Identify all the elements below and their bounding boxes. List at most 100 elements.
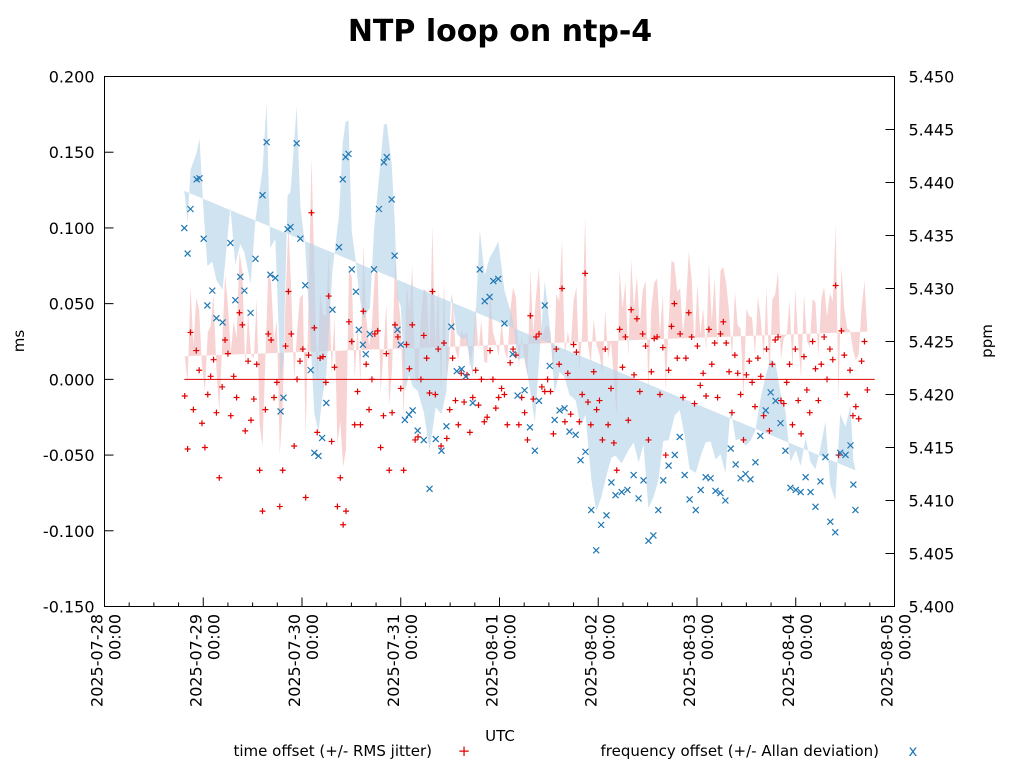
time-offset-point bbox=[412, 436, 419, 443]
time-offset-point bbox=[809, 338, 816, 345]
y2-axis-label: ppm bbox=[978, 324, 996, 358]
frequency-offset-point bbox=[732, 461, 740, 468]
time-offset-point bbox=[524, 436, 531, 443]
frequency-offset-point bbox=[494, 275, 502, 283]
time-offset-point bbox=[772, 336, 779, 343]
time-offset-point bbox=[322, 379, 329, 386]
time-offset-point bbox=[268, 336, 275, 343]
time-offset-point bbox=[599, 436, 606, 443]
frequency-offset-point bbox=[329, 306, 336, 314]
time-offset-point bbox=[409, 321, 416, 328]
frequency-offset-point bbox=[380, 158, 388, 166]
time-offset-point bbox=[556, 361, 563, 368]
y2-tick-label: 5.440 bbox=[909, 174, 955, 193]
time-offset-point bbox=[259, 508, 266, 515]
time-offset-point bbox=[544, 376, 551, 383]
time-offset-point bbox=[377, 444, 384, 451]
x-tick-date: 2025-08-04 bbox=[779, 614, 798, 707]
time-offset-point bbox=[685, 309, 692, 316]
time-offset-point bbox=[475, 402, 482, 409]
time-offset-point bbox=[271, 394, 278, 401]
frequency-offset-point bbox=[200, 235, 208, 243]
frequency-offset-point bbox=[826, 518, 834, 526]
x-tick-label: 2025-07-28 00:00 bbox=[88, 614, 125, 707]
time-offset-point bbox=[429, 288, 436, 295]
y-tick-label: 0.100 bbox=[49, 219, 95, 238]
x-axis: 2025-07-28 00:00 2025-07-29 00:00 2025-07-30… bbox=[88, 597, 915, 707]
frequency-offset-point bbox=[727, 445, 735, 452]
time-offset-point bbox=[438, 442, 445, 449]
time-offset-point bbox=[757, 373, 764, 380]
frequency-offset-point bbox=[802, 473, 810, 481]
time-offset-point bbox=[740, 436, 747, 443]
time-offset-point bbox=[593, 406, 600, 413]
frequency-offset-point bbox=[447, 323, 455, 331]
frequency-offset-point bbox=[782, 447, 789, 455]
frequency-offset-point bbox=[551, 416, 559, 424]
legend-freq-offset-marker: x bbox=[909, 742, 918, 760]
time-offset-point bbox=[697, 382, 704, 389]
time-offset-point bbox=[708, 361, 715, 368]
frequency-offset-point bbox=[180, 224, 188, 232]
time-offset-point bbox=[207, 373, 214, 380]
frequency-offset-point bbox=[577, 456, 584, 464]
time-offset-point bbox=[561, 418, 568, 425]
x-tick-label: 2025-07-30 00:00 bbox=[285, 614, 322, 707]
time-offset-point bbox=[654, 333, 661, 340]
time-offset-point bbox=[538, 383, 545, 390]
time-offset-point bbox=[864, 386, 871, 393]
y-tick-label: -0.050 bbox=[43, 446, 95, 465]
y2-tick-label: 5.425 bbox=[909, 333, 955, 352]
frequency-offset-point bbox=[345, 150, 352, 158]
frequency-offset-point bbox=[742, 470, 749, 478]
time-offset-point bbox=[852, 403, 859, 410]
time-offset-point bbox=[642, 343, 649, 350]
time-offset-point bbox=[337, 474, 344, 481]
x-tick-date: 2025-08-01 bbox=[483, 614, 502, 707]
frequency-offset-point bbox=[280, 394, 287, 402]
y-axis-left: 0.200 0.150 0.100 0.050 0.000 -0.050 -0.100 -0.… bbox=[43, 68, 114, 617]
time-offset-point bbox=[821, 333, 828, 340]
frequency-offset-point bbox=[692, 506, 700, 514]
time-offset-point bbox=[553, 346, 560, 353]
x-tick-date: 2025-07-31 bbox=[384, 614, 403, 707]
time-offset-point bbox=[743, 371, 750, 378]
frequency-offset-point bbox=[566, 428, 573, 436]
time-offset-point bbox=[616, 326, 623, 333]
time-offset-point bbox=[417, 376, 424, 383]
frequency-offset-point bbox=[607, 479, 615, 486]
frequency-offset-point bbox=[671, 451, 679, 459]
frequency-offset-point bbox=[301, 281, 309, 289]
frequency-offset-point bbox=[851, 506, 859, 514]
frequency-offset-point bbox=[375, 205, 383, 213]
y2-tick-label: 5.430 bbox=[909, 280, 955, 299]
frequency-offset-point bbox=[453, 367, 461, 375]
time-offset-point bbox=[633, 315, 640, 322]
frequency-offset-point bbox=[686, 496, 694, 503]
frequency-offset-point bbox=[635, 494, 642, 502]
time-offset-point bbox=[245, 358, 252, 365]
frequency-offset-point bbox=[426, 485, 433, 493]
time-offset-point bbox=[348, 338, 355, 345]
time-offset-point bbox=[636, 388, 643, 395]
time-offset-point bbox=[671, 300, 678, 307]
frequency-offset-point bbox=[526, 423, 534, 431]
frequency-offset-point bbox=[388, 196, 396, 203]
time-offset-point bbox=[469, 394, 476, 401]
frequency-offset-point bbox=[777, 419, 784, 427]
frequency-offset-point bbox=[236, 273, 244, 281]
time-offset-point bbox=[351, 421, 358, 428]
time-offset-point bbox=[478, 376, 485, 383]
frequency-offset-point bbox=[212, 314, 220, 322]
frequency-offset-point bbox=[287, 223, 294, 231]
frequency-offset-point bbox=[792, 486, 800, 494]
data-points bbox=[180, 139, 871, 554]
time-offset-point bbox=[688, 333, 695, 340]
frequency-offset-point bbox=[394, 326, 401, 334]
time-offset-point bbox=[461, 399, 468, 406]
time-offset-point bbox=[308, 209, 315, 216]
frequency-offset-point bbox=[836, 449, 844, 457]
time-offset-point bbox=[527, 312, 534, 319]
time-offset-point bbox=[484, 414, 491, 421]
frequency-offset-point bbox=[266, 271, 274, 279]
